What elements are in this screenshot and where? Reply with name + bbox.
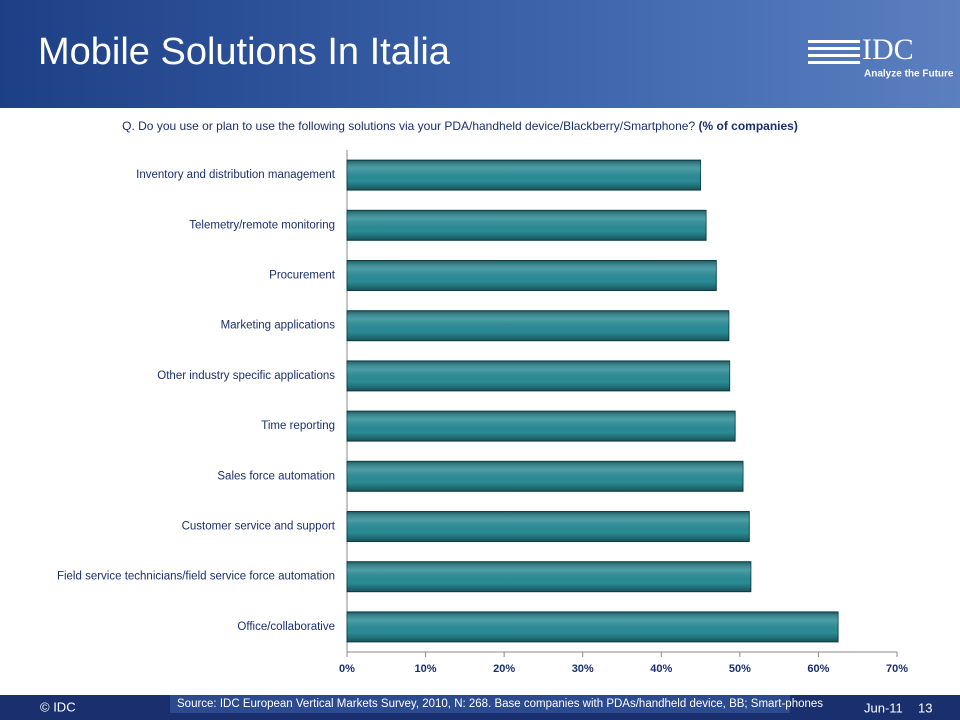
x-tick-label: 30% (572, 663, 594, 675)
y-tick-label: Time reporting (261, 420, 335, 432)
source-band (170, 695, 790, 713)
slide-title: Mobile Solutions In Italia (38, 31, 451, 73)
bar-shade (347, 260, 717, 291)
x-tick-label: 20% (493, 663, 515, 675)
x-tick-label: 10% (415, 663, 437, 675)
x-tick-label: 60% (807, 663, 829, 675)
y-tick-label: Sales force automation (217, 470, 335, 482)
logo-text: IDC (862, 33, 914, 66)
y-tick-label: Procurement (269, 270, 336, 282)
y-tick-label: Other industry specific applications (157, 370, 335, 382)
bar-shade (347, 160, 701, 191)
source: Source: IDC European Vertical Markets Su… (177, 698, 823, 710)
plot: 0% 10% 20% 30% 40% 50% 60% 70% Inventory and dis… (57, 150, 908, 675)
bar-shade (347, 411, 736, 442)
x-tick-label: 70% (886, 663, 908, 675)
question-text: Q. Do you use or plan to use the followi… (122, 119, 695, 133)
date: Jun-11 (864, 700, 903, 715)
tagline: Analyze the Future (864, 69, 954, 80)
page-number: 13 (918, 700, 932, 715)
copyright: © IDC (40, 699, 76, 714)
bar-shade (347, 511, 750, 542)
x-tick-label: 50% (729, 663, 751, 675)
logo: IDC Analyze the Future (808, 33, 954, 80)
y-tick-label: Field service technicians/field service … (57, 571, 335, 583)
header-band (0, 0, 960, 108)
bar-shade (347, 360, 730, 391)
x-tick-label: 40% (650, 663, 672, 675)
unit: (% of companies) (698, 119, 797, 133)
y-tick-label: Inventory and distribution management (136, 169, 336, 181)
bar-shade (347, 611, 839, 642)
x-tick-label: 0% (339, 663, 355, 675)
y-tick-label: Office/collaborative (237, 621, 335, 633)
bar-shade (347, 210, 707, 241)
bar-shade (347, 310, 729, 341)
y-tick-label: Marketing applications (221, 320, 336, 332)
y-tick-label: Telemetry/remote monitoring (189, 219, 335, 231)
bar-shade (347, 461, 743, 492)
bar-shade (347, 561, 751, 592)
y-tick-label: Customer service and support (182, 521, 336, 533)
question: Q. Do you use or plan to use the followi… (122, 119, 798, 133)
